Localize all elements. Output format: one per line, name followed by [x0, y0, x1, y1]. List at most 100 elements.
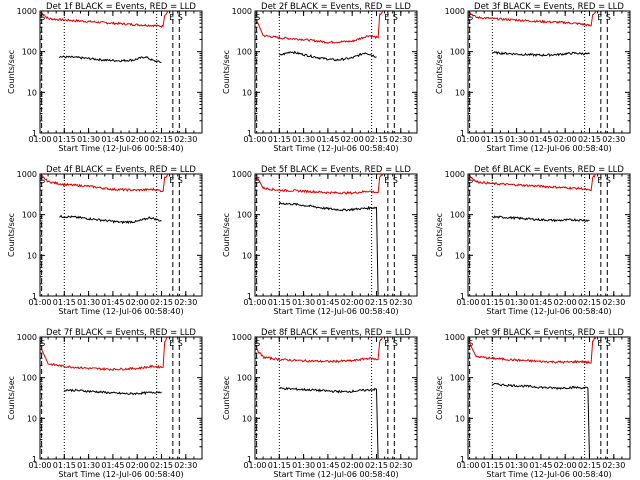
start-marker: S: [393, 339, 398, 348]
end-marker: E: [169, 339, 174, 348]
x-tick-label: 02:00: [554, 135, 577, 144]
x-tick-label: 01:15: [268, 461, 291, 470]
x-tick-label: 02:15: [150, 461, 173, 470]
x-tick-label: 01:30: [77, 461, 100, 470]
x-axis-label: Start Time (12-Jul-06 00:58:40): [273, 144, 398, 153]
x-tick-label: 01:30: [505, 461, 528, 470]
start-marker: S: [178, 339, 183, 348]
panel-title: Det 4f BLACK = Events, RED = LLD: [46, 165, 196, 175]
x-tick-label: 01:30: [505, 298, 528, 307]
y-tick-label: 1000: [17, 7, 37, 16]
x-tick-label: 01:45: [316, 461, 339, 470]
start-marker: S: [468, 13, 473, 22]
x-tick-label: 02:30: [174, 298, 197, 307]
y-tick-label: 1: [32, 129, 37, 138]
start-marker: S: [178, 13, 183, 22]
lld-series-line: [256, 10, 384, 44]
y-tick-label: 1: [460, 455, 465, 464]
events-series-line: [278, 201, 379, 297]
y-tick-label: 1: [247, 455, 252, 464]
x-tick-label: 01:45: [101, 461, 124, 470]
y-tick-label: 100: [22, 374, 37, 383]
y-tick-label: 1000: [17, 333, 37, 342]
lld-series-line: [256, 336, 384, 364]
y-tick-label: 10: [27, 88, 37, 97]
panel-title: Det 3f BLACK = Events, RED = LLD: [474, 2, 624, 12]
y-axis-label: Counts/sec: [435, 376, 444, 420]
x-tick-label: 01:00: [28, 461, 51, 470]
y-tick-label: 1: [247, 129, 252, 138]
x-tick-label: 01:15: [481, 298, 504, 307]
y-axis-label: Counts/sec: [222, 213, 231, 257]
x-tick-label: 01:00: [456, 135, 479, 144]
y-axis-label: Counts/sec: [7, 50, 16, 94]
y-axis-label: Counts/sec: [7, 376, 16, 420]
x-axis-label: Start Time (12-Jul-06 00:58:40): [486, 307, 611, 316]
y-tick-label: 1000: [232, 333, 252, 342]
panel-title: Det 1f BLACK = Events, RED = LLD: [46, 2, 196, 12]
lld-series-line: [469, 336, 597, 365]
y-tick-label: 1: [32, 292, 37, 301]
start-marker: S: [606, 13, 611, 22]
events-series-line: [279, 50, 377, 62]
x-tick-label: 01:15: [53, 461, 76, 470]
x-tick-label: 01:15: [53, 135, 76, 144]
end-marker: E: [384, 339, 389, 348]
y-tick-label: 100: [22, 211, 37, 220]
y-tick-label: 100: [237, 211, 252, 220]
x-tick-label: 02:30: [389, 135, 412, 144]
x-tick-label: 02:00: [126, 135, 149, 144]
y-tick-label: 1000: [232, 7, 252, 16]
x-tick-label: 02:15: [365, 461, 388, 470]
y-tick-label: 10: [455, 88, 465, 97]
x-tick-label: 01:45: [316, 298, 339, 307]
lld-series-line: [41, 336, 169, 372]
x-tick-label: 01:15: [268, 135, 291, 144]
panel-title: Det 6f BLACK = Events, RED = LLD: [474, 165, 624, 175]
lld-series-line: [41, 10, 169, 28]
y-axis-label: Counts/sec: [435, 213, 444, 257]
y-tick-label: 10: [242, 251, 252, 260]
x-tick-label: 02:00: [554, 298, 577, 307]
y-tick-label: 1000: [445, 7, 465, 16]
x-tick-label: 02:15: [365, 298, 388, 307]
x-tick-label: 01:45: [529, 135, 552, 144]
x-tick-label: 01:15: [481, 135, 504, 144]
y-tick-label: 1: [460, 129, 465, 138]
x-tick-label: 01:45: [529, 461, 552, 470]
events-series-line: [64, 388, 162, 396]
x-tick-label: 02:00: [341, 298, 364, 307]
lld-series-line: [469, 10, 597, 27]
events-series-line: [59, 214, 162, 225]
start-marker: S: [40, 13, 45, 22]
x-tick-label: 01:00: [243, 298, 266, 307]
end-marker: E: [384, 13, 389, 22]
x-tick-label: 01:30: [77, 135, 100, 144]
x-tick-label: 01:30: [292, 135, 315, 144]
start-marker: S: [393, 176, 398, 185]
x-tick-label: 01:00: [28, 298, 51, 307]
end-marker: E: [169, 176, 174, 185]
x-tick-label: 02:30: [174, 461, 197, 470]
x-tick-label: 02:00: [341, 135, 364, 144]
x-tick-label: 02:15: [150, 135, 173, 144]
y-tick-label: 100: [450, 374, 465, 383]
y-tick-label: 1000: [17, 170, 37, 179]
panel-title: Det 9f BLACK = Events, RED = LLD: [474, 328, 624, 338]
start-marker: S: [255, 176, 260, 185]
events-series-line: [492, 382, 590, 460]
x-axis-label: Start Time (12-Jul-06 00:58:40): [273, 307, 398, 316]
end-marker: E: [597, 339, 602, 348]
x-tick-label: 01:15: [481, 461, 504, 470]
panel-title: Det 2f BLACK = Events, RED = LLD: [261, 2, 411, 12]
x-tick-label: 01:30: [505, 135, 528, 144]
x-tick-label: 02:00: [126, 298, 149, 307]
panel-title: Det 8f BLACK = Events, RED = LLD: [261, 328, 411, 338]
y-tick-label: 1000: [445, 333, 465, 342]
y-tick-label: 100: [450, 48, 465, 57]
start-marker: S: [40, 339, 45, 348]
x-tick-label: 01:15: [53, 298, 76, 307]
y-tick-label: 1: [32, 455, 37, 464]
y-tick-label: 10: [242, 88, 252, 97]
start-marker: S: [468, 176, 473, 185]
